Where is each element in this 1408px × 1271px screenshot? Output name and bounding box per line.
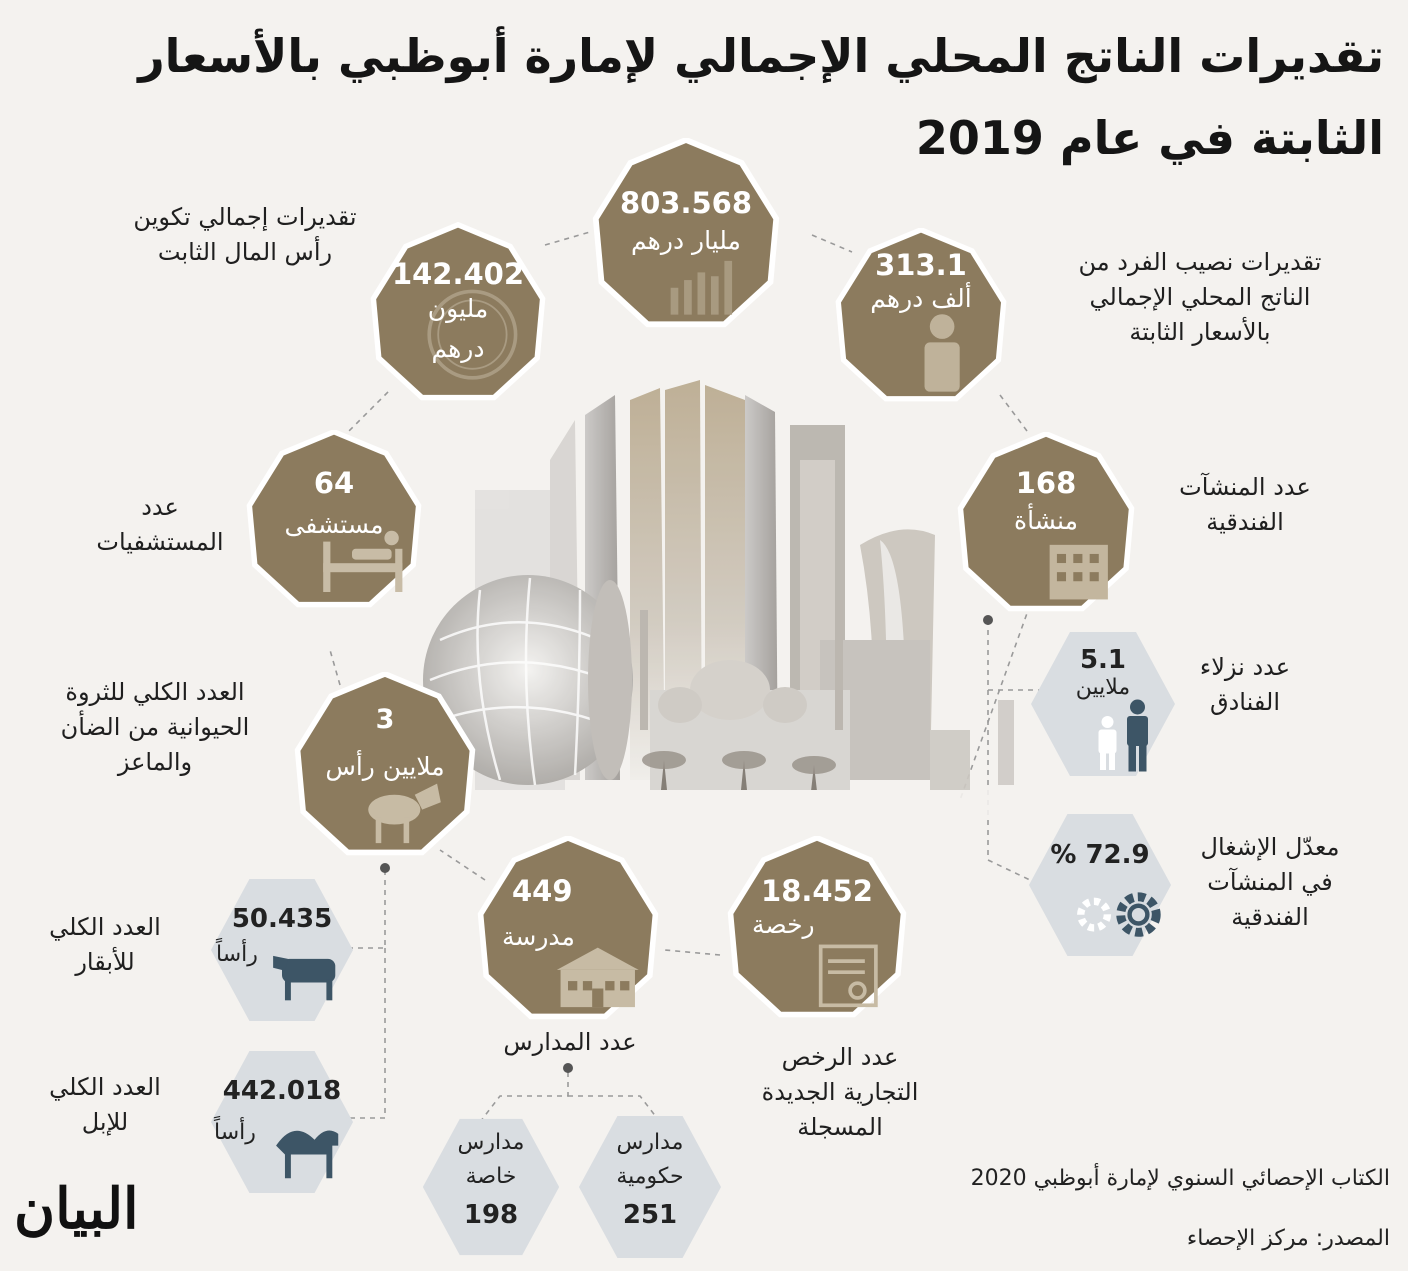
hotels-value: 168 [1015, 466, 1077, 500]
page-title-line-2: الثابتة في عام 2019 [915, 111, 1384, 165]
private-schools-line-1: مدارس [457, 1130, 525, 1155]
schools-value: 449 [512, 874, 573, 908]
camels-unit: رأساً [214, 1120, 256, 1145]
hotels-unit: منشأة [1014, 506, 1078, 535]
schools-label: عدد المدارس [503, 1028, 637, 1056]
person-icon [924, 314, 960, 392]
cattle-value: 50.435 [231, 904, 333, 934]
occupancy-hexagon: % 72.9 [1026, 810, 1174, 960]
hotels-label: عدد المنشآت الفندقية [1179, 473, 1311, 536]
albayan-logo: البيان [14, 1176, 139, 1242]
capital-formation-hexagon: 142.402 مليون درهم [368, 222, 548, 404]
camel-icon [276, 1130, 339, 1179]
government-schools-line-1: مدارس [616, 1130, 684, 1155]
capital-unit-1: مليون [427, 294, 489, 323]
school-icon [556, 947, 639, 1008]
occupancy-value: % 72.9 [1050, 840, 1150, 870]
cattle-unit: رأساً [216, 942, 258, 967]
schools-hexagon: 449 مدرسة [472, 836, 664, 1022]
schools-unit: مدرسة [502, 922, 575, 951]
livestock-label: العدد الكلي للثروة الحيوانية من الضأن وا… [60, 678, 250, 776]
goat-icon [368, 783, 441, 844]
livestock-hexagon: 3 ملايين رأس [292, 672, 478, 858]
hotels-hexagon: 168 منشأة [954, 432, 1138, 614]
licenses-label: عدد الرخص التجارية الجديدة المسجلة [761, 1043, 919, 1141]
gdp-unit: مليار درهم [631, 226, 741, 255]
capital-label: تقديرات إجمالي تكوين رأس المال الثابت [133, 203, 357, 266]
licenses-unit: رخصة [752, 910, 815, 939]
camels-value: 442.018 [222, 1076, 342, 1106]
certificate-icon [818, 944, 878, 1008]
hospital-bed-icon [323, 530, 403, 592]
gears-icon [1077, 892, 1161, 937]
licenses-value: 18.452 [761, 874, 873, 908]
hospitals-value: 64 [313, 466, 355, 500]
hospitals-hexagon: 64 مستشفى [244, 430, 424, 610]
private-schools-line-2: خاصة [465, 1164, 517, 1189]
capital-value: 142.402 [391, 257, 525, 291]
guests-unit: ملايين [1075, 675, 1131, 700]
licenses-hexagon: 18.452 رخصة [722, 836, 912, 1020]
government-schools-line-2: حكومية [616, 1164, 684, 1189]
occupancy-label: معدّل الإشغال في المنشآت الفندقية [1200, 833, 1340, 931]
cattle-label: العدد الكلي للأبقار [49, 913, 161, 976]
hospitals-unit: مستشفى [284, 510, 384, 539]
camels-label: العدد الكلي للإبل [49, 1073, 161, 1136]
skyline-illustration [423, 380, 1014, 815]
hotel-guests-hexagon: 5.1 ملايين [1028, 625, 1178, 783]
government-schools-hexagon: مدارس حكومية 251 [576, 1112, 724, 1262]
gdp-value: 803.568 [619, 186, 753, 220]
government-schools-value: 251 [622, 1200, 678, 1230]
per-capita-label: تقديرات نصيب الفرد من الناتج المحلي الإج… [1078, 248, 1322, 346]
camels-hexagon: 442.018 رأساً [204, 1048, 360, 1196]
livestock-unit: ملايين رأس [325, 752, 445, 781]
source-center: المصدر: مركز الإحصاء [1186, 1226, 1390, 1251]
coin-icon [427, 289, 518, 380]
livestock-value: 3 [375, 704, 395, 735]
per-capita-unit: ألف درهم [870, 284, 972, 313]
page-title-line-1: تقديرات الناتج المحلي الإجمالي لإمارة أب… [138, 29, 1384, 83]
per-capita-value: 313.1 [875, 248, 967, 282]
guests-value: 5.1 [1079, 645, 1127, 675]
gdp-hexagon: 803.568 مليار درهم [588, 138, 784, 330]
capital-unit-2: درهم [431, 334, 485, 363]
private-schools-value: 198 [463, 1200, 519, 1230]
hotel-building-icon [1049, 544, 1108, 600]
guests-label: عدد نزلاء الفنادق [1199, 653, 1291, 716]
cow-icon [273, 955, 336, 1001]
per-capita-hexagon: 313.1 ألف درهم [832, 228, 1010, 404]
guests-icon [1098, 699, 1148, 772]
source-book: الكتاب الإحصائي السنوي لإمارة أبوظبي 202… [970, 1166, 1390, 1191]
hospitals-label: عدد المستشفيات [96, 493, 224, 556]
private-schools-hexagon: مدارس خاصة 198 [420, 1112, 562, 1262]
cattle-hexagon: 50.435 رأساً [204, 876, 360, 1024]
